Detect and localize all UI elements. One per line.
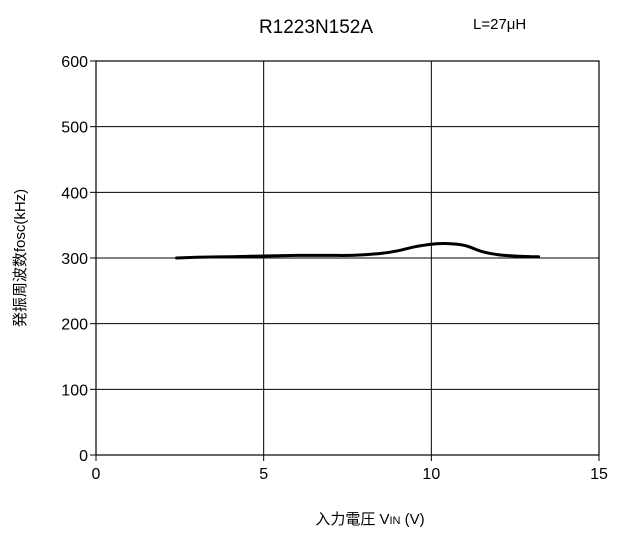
- series-layer: [175, 241, 541, 260]
- x-axis-label-subscript: IN: [390, 515, 401, 527]
- y-tick-label: 0: [79, 448, 88, 465]
- y-tick-label: 300: [61, 251, 88, 268]
- x-axis-label-unit: (V): [401, 511, 425, 528]
- y-tick-label: 400: [61, 185, 88, 202]
- y-tick-label: 500: [61, 120, 88, 137]
- x-tick-label: 0: [92, 466, 101, 483]
- inductance-annotation: L=27μH: [473, 16, 526, 33]
- x-axis-label: 入力電圧 VIN (V): [315, 511, 424, 528]
- y-tick-label: 200: [61, 317, 88, 334]
- x-tick-label: 5: [259, 466, 268, 483]
- ticks: 0 5 10 15 0 100 200 300 400 500 600: [61, 54, 608, 483]
- y-tick-label: 600: [61, 54, 88, 71]
- y-tick-label: 100: [61, 382, 88, 399]
- chart-title: R1223N152A: [259, 17, 373, 38]
- frequency-curve: [175, 241, 541, 260]
- y-axis-label: 発振周波数fosc(kHz): [12, 189, 29, 327]
- grid: [95, 60, 600, 456]
- x-tick-label: 15: [590, 466, 608, 483]
- x-axis-label-main: 入力電圧 V: [315, 511, 389, 528]
- x-tick-label: 10: [422, 466, 440, 483]
